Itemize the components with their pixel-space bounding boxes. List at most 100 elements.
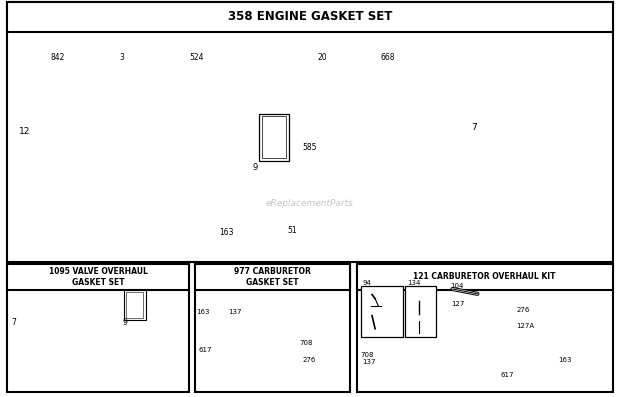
Ellipse shape [149, 56, 156, 60]
Text: 7: 7 [471, 123, 477, 132]
Ellipse shape [132, 291, 138, 296]
Text: 51: 51 [288, 226, 298, 235]
Text: 617: 617 [198, 347, 212, 353]
Ellipse shape [38, 92, 46, 98]
Ellipse shape [40, 172, 49, 178]
Text: 163: 163 [197, 308, 210, 315]
Ellipse shape [329, 128, 335, 133]
Text: 617: 617 [501, 372, 515, 378]
Text: 134: 134 [407, 279, 421, 286]
Text: 104: 104 [450, 283, 464, 289]
Ellipse shape [420, 137, 429, 143]
Ellipse shape [199, 291, 205, 295]
Ellipse shape [73, 307, 79, 312]
Ellipse shape [56, 318, 63, 323]
Text: 708: 708 [299, 340, 313, 347]
Ellipse shape [146, 62, 153, 66]
Text: 20: 20 [317, 53, 327, 62]
Ellipse shape [191, 118, 200, 124]
Ellipse shape [555, 94, 564, 100]
Ellipse shape [219, 295, 225, 300]
Ellipse shape [104, 79, 113, 85]
Bar [361, 286, 403, 337]
Ellipse shape [344, 62, 351, 66]
Ellipse shape [417, 333, 421, 336]
Text: 708: 708 [361, 352, 374, 358]
Ellipse shape [126, 49, 133, 54]
Ellipse shape [335, 47, 341, 51]
Ellipse shape [327, 51, 348, 64]
Ellipse shape [325, 62, 332, 66]
Ellipse shape [484, 172, 493, 179]
Text: 524: 524 [189, 53, 203, 62]
Ellipse shape [69, 294, 75, 298]
Ellipse shape [307, 113, 313, 118]
Ellipse shape [25, 319, 31, 323]
Ellipse shape [321, 56, 328, 60]
Text: 9: 9 [252, 164, 257, 172]
Bar [124, 290, 146, 320]
Text: 127: 127 [451, 301, 465, 308]
Text: 137: 137 [228, 308, 242, 315]
Ellipse shape [333, 54, 343, 61]
Bar [195, 264, 350, 392]
Text: 127A: 127A [516, 322, 534, 329]
Text: 276: 276 [303, 357, 316, 363]
Text: 668: 668 [381, 53, 395, 62]
Ellipse shape [436, 164, 445, 171]
Bar [259, 114, 289, 161]
Bar [262, 116, 286, 158]
Bar [356, 264, 613, 392]
Ellipse shape [335, 64, 341, 68]
Text: 358 ENGINE GASKET SET: 358 ENGINE GASKET SET [228, 10, 392, 23]
Ellipse shape [163, 156, 172, 162]
Text: 137: 137 [362, 359, 376, 365]
Bar [356, 264, 613, 290]
Text: 94: 94 [363, 279, 371, 286]
Ellipse shape [40, 288, 46, 293]
Ellipse shape [415, 296, 423, 301]
Ellipse shape [557, 342, 563, 346]
Ellipse shape [537, 157, 546, 163]
Text: 163: 163 [558, 357, 572, 364]
Text: 1095 VALVE OVERHAUL
GASKET SET: 1095 VALVE OVERHAUL GASKET SET [49, 267, 148, 287]
Text: 585: 585 [303, 143, 317, 152]
Text: 163: 163 [219, 228, 233, 237]
Ellipse shape [270, 153, 278, 159]
Text: 3: 3 [119, 53, 124, 62]
Ellipse shape [126, 62, 133, 66]
Bar [7, 2, 613, 262]
Ellipse shape [132, 314, 138, 318]
Ellipse shape [270, 116, 278, 121]
Ellipse shape [129, 51, 150, 64]
Bar [7, 264, 189, 290]
Bar [405, 286, 436, 337]
Bar [195, 264, 350, 290]
Ellipse shape [373, 328, 379, 334]
Ellipse shape [518, 79, 527, 85]
Ellipse shape [432, 86, 440, 93]
Ellipse shape [135, 54, 144, 61]
Ellipse shape [203, 92, 212, 98]
Ellipse shape [325, 49, 332, 54]
Ellipse shape [27, 145, 35, 151]
Text: 842: 842 [51, 53, 65, 62]
Ellipse shape [165, 81, 174, 87]
Ellipse shape [348, 56, 355, 60]
Ellipse shape [136, 64, 143, 68]
Ellipse shape [453, 79, 462, 85]
Text: 121 CARBURETOR OVERHAUL KIT: 121 CARBURETOR OVERHAUL KIT [414, 272, 556, 281]
Ellipse shape [344, 49, 351, 54]
Bar [7, 264, 189, 392]
Text: 7: 7 [11, 318, 16, 327]
Ellipse shape [123, 56, 130, 60]
Text: 977 CARBURETOR
GASKET SET: 977 CARBURETOR GASKET SET [234, 267, 311, 287]
Text: 12: 12 [19, 127, 30, 136]
Bar [126, 292, 143, 318]
Ellipse shape [558, 123, 567, 129]
Text: 276: 276 [516, 306, 530, 313]
Text: eReplacementParts: eReplacementParts [266, 199, 354, 208]
Ellipse shape [416, 314, 422, 321]
Text: 9: 9 [123, 318, 128, 327]
Bar [7, 2, 613, 32]
